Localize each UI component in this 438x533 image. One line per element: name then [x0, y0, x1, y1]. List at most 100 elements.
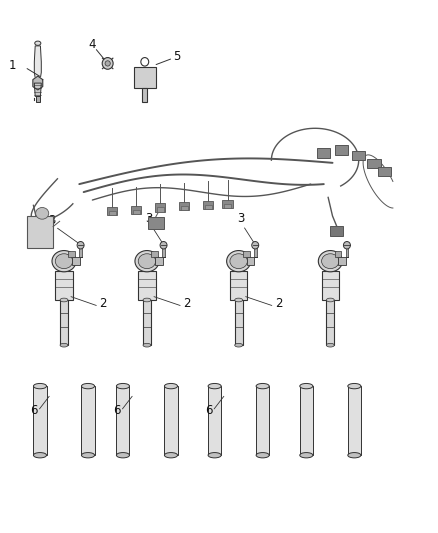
Bar [338, 257, 346, 265]
Bar [133, 210, 140, 214]
Ellipse shape [256, 453, 269, 458]
Polygon shape [34, 83, 41, 96]
Ellipse shape [252, 241, 259, 249]
Text: 3: 3 [237, 212, 244, 225]
Bar [243, 251, 250, 257]
Bar [180, 206, 187, 210]
Bar [235, 300, 243, 345]
Ellipse shape [208, 453, 221, 458]
Bar [208, 386, 221, 455]
Bar [107, 207, 117, 215]
Bar [335, 251, 341, 257]
Ellipse shape [226, 251, 251, 272]
Ellipse shape [318, 251, 343, 272]
Bar [72, 257, 80, 265]
Bar [79, 245, 82, 257]
Ellipse shape [348, 383, 361, 389]
Text: 2: 2 [184, 297, 191, 310]
Ellipse shape [343, 241, 350, 249]
Bar [134, 67, 155, 88]
Bar [300, 386, 313, 455]
Bar [117, 386, 130, 455]
Text: 4: 4 [88, 38, 96, 51]
Bar [330, 226, 343, 236]
Bar [224, 204, 231, 208]
Polygon shape [33, 76, 43, 90]
Bar [254, 245, 257, 257]
Bar [151, 251, 158, 257]
Ellipse shape [164, 383, 177, 389]
Ellipse shape [33, 383, 46, 389]
Bar [68, 251, 75, 257]
Ellipse shape [143, 298, 151, 302]
Ellipse shape [55, 254, 73, 269]
Ellipse shape [102, 58, 113, 69]
Ellipse shape [52, 251, 76, 272]
Ellipse shape [143, 343, 151, 347]
Ellipse shape [117, 383, 130, 389]
Ellipse shape [321, 254, 339, 269]
Text: 6: 6 [31, 405, 38, 417]
Ellipse shape [235, 343, 243, 347]
Text: 6: 6 [113, 405, 121, 417]
Ellipse shape [135, 251, 159, 272]
Bar [367, 159, 381, 168]
Bar [142, 88, 148, 102]
Bar [155, 257, 162, 265]
Bar [138, 271, 155, 300]
Ellipse shape [77, 241, 84, 249]
Ellipse shape [300, 453, 313, 458]
Bar [164, 386, 177, 455]
Ellipse shape [256, 383, 269, 389]
Bar [81, 386, 95, 455]
Ellipse shape [208, 383, 221, 389]
Bar [247, 257, 254, 265]
Ellipse shape [160, 241, 167, 249]
Text: 1: 1 [9, 59, 17, 72]
Bar [60, 300, 68, 345]
Text: 2: 2 [99, 297, 107, 310]
Ellipse shape [117, 453, 130, 458]
Ellipse shape [81, 453, 95, 458]
Bar [156, 207, 163, 212]
Bar [378, 166, 392, 176]
Bar [27, 216, 53, 248]
Ellipse shape [326, 298, 334, 302]
Ellipse shape [141, 58, 149, 66]
Ellipse shape [230, 254, 247, 269]
Bar [223, 199, 233, 208]
Ellipse shape [81, 383, 95, 389]
Ellipse shape [105, 61, 110, 66]
Bar [155, 203, 165, 212]
Bar [348, 386, 361, 455]
Ellipse shape [164, 453, 177, 458]
Bar [162, 245, 165, 257]
Bar [335, 146, 348, 155]
Bar [317, 148, 330, 158]
Bar [55, 271, 73, 300]
Bar [131, 206, 141, 214]
Bar [352, 151, 365, 160]
Bar [346, 245, 348, 257]
Bar [326, 300, 334, 345]
Ellipse shape [60, 343, 68, 347]
Ellipse shape [35, 207, 49, 219]
Ellipse shape [35, 41, 41, 45]
Bar [148, 217, 163, 229]
Text: 6: 6 [205, 405, 213, 417]
Bar [203, 200, 213, 209]
Text: 3: 3 [145, 212, 153, 225]
Ellipse shape [235, 298, 243, 302]
Bar [205, 205, 212, 209]
Ellipse shape [33, 453, 46, 458]
Ellipse shape [138, 254, 155, 269]
Bar [179, 201, 189, 210]
Ellipse shape [60, 298, 68, 302]
Text: 5: 5 [173, 50, 181, 63]
Polygon shape [36, 96, 39, 102]
Bar [143, 300, 151, 345]
Ellipse shape [300, 383, 313, 389]
Bar [321, 271, 339, 300]
Ellipse shape [348, 453, 361, 458]
Bar [256, 386, 269, 455]
